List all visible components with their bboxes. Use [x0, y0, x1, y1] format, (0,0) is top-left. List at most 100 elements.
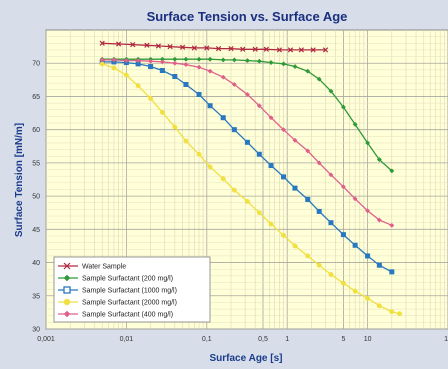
data-point-diamond-marker	[220, 74, 226, 80]
data-point-diamond-marker	[172, 60, 178, 66]
series-layer	[99, 40, 403, 317]
y-tick-label: 45	[32, 227, 40, 234]
data-point-diamond-marker	[244, 91, 250, 98]
data-point-diamond-marker	[148, 58, 154, 64]
y-tick-label: 30	[32, 327, 40, 334]
legend-box	[53, 256, 211, 323]
data-point-diamond-marker	[183, 61, 189, 68]
data-point-square-marker	[220, 115, 226, 121]
data-point-diamond-marker	[256, 103, 262, 109]
data-point-diamond-marker	[196, 64, 202, 70]
legend-entry: Sample Surfactant (400 mg/l)	[58, 310, 173, 319]
data-point-circle-marker	[123, 72, 129, 78]
data-point-square-marker	[340, 232, 346, 238]
y-tick-label: 50	[32, 194, 40, 201]
y-tick-label: 55	[32, 160, 40, 167]
y-tick-label: 40	[32, 260, 40, 267]
series-5	[99, 57, 395, 228]
data-point-circle-marker	[220, 176, 226, 182]
data-point-circle-marker	[183, 138, 189, 144]
data-point-diamond-marker	[376, 217, 382, 223]
data-point-diamond-marker	[376, 157, 382, 163]
data-point-diamond-marker	[196, 56, 202, 62]
x-tick-label: 5	[341, 336, 345, 343]
data-point-diamond-marker	[99, 57, 105, 63]
data-point-diamond-marker	[352, 196, 358, 202]
data-point-diamond-marker	[316, 160, 322, 166]
data-point-circle-marker	[207, 164, 213, 170]
data-point-diamond-marker	[328, 172, 334, 178]
legend-label: Sample Surfactant (2000 mg/l)	[82, 300, 177, 307]
data-point-diamond-marker	[268, 115, 274, 121]
data-point-x-marker	[240, 46, 246, 52]
legend-label: Sample Surfactant (200 mg/l)	[82, 276, 173, 283]
data-point-square-marker	[256, 151, 262, 157]
legend-label: Sample Surfactant (400 mg/l)	[82, 312, 173, 319]
data-point-x-marker	[287, 47, 294, 53]
data-point-circle-marker	[148, 95, 154, 101]
x-tick-label: 10	[444, 336, 448, 343]
data-point-diamond-marker	[292, 63, 298, 70]
data-point-x-marker	[298, 47, 304, 53]
data-point-diamond-marker	[340, 104, 346, 110]
x-tick-label: 0,001	[37, 336, 55, 343]
x-tick-label: 0,5	[258, 336, 268, 343]
y-tick-layer: 30 35 40 45 50 55 60 65 70	[32, 61, 40, 334]
data-point-diamond-marker	[111, 57, 117, 63]
data-point-diamond-marker	[305, 148, 311, 154]
data-point-diamond-marker	[135, 58, 141, 64]
data-point-x-marker	[63, 262, 71, 270]
legend: Water Sample Sample Surfactant (200 mg/l)…	[53, 256, 211, 323]
data-point-circle-marker	[268, 221, 274, 227]
data-point-square-marker	[196, 91, 202, 97]
data-point-square-marker	[172, 74, 178, 80]
x-tick-layer: 0,001 0,01 0,1 0,5 1 5 10 10	[37, 336, 448, 343]
legend-entry: Sample Surfactant (2000 mg/l)	[58, 298, 177, 307]
data-point-circle-marker	[135, 83, 141, 89]
data-point-diamond-marker	[207, 68, 213, 74]
data-point-square-marker	[281, 174, 287, 180]
data-point-square-marker	[389, 269, 395, 275]
data-point-x-marker	[204, 45, 210, 51]
data-point-diamond-marker	[389, 168, 395, 174]
legend-entry: Sample Surfactant (1000 mg/l)	[58, 286, 177, 295]
data-point-diamond-marker	[340, 184, 346, 190]
data-point-circle-marker	[256, 210, 262, 216]
legend-swatch-marker	[63, 286, 71, 294]
data-point-x-marker	[167, 43, 173, 50]
data-point-diamond-marker	[220, 57, 226, 63]
legend-entry: Sample Surfactant (200 mg/l)	[58, 274, 173, 283]
data-point-diamond-marker	[292, 137, 298, 143]
data-point-diamond-marker	[63, 274, 71, 282]
data-point-diamond-marker	[256, 58, 262, 64]
data-point-x-marker	[179, 44, 186, 50]
x-tick-label: 10	[364, 336, 372, 343]
legend-label: Water Sample	[82, 264, 126, 271]
data-point-x-marker	[228, 45, 234, 52]
data-point-circle-marker	[159, 109, 165, 115]
x-tick-label: 0,01	[120, 336, 134, 343]
data-point-square-marker	[376, 262, 382, 268]
data-point-square-marker	[207, 103, 213, 109]
data-point-square-marker	[328, 220, 334, 226]
data-point-circle-marker	[292, 243, 298, 249]
data-point-circle-marker	[172, 124, 178, 130]
data-point-square-marker	[268, 163, 274, 169]
data-point-diamond-marker	[268, 60, 274, 66]
data-point-diamond-marker	[389, 222, 395, 228]
data-point-circle-marker	[305, 253, 311, 259]
series-4	[99, 61, 403, 317]
data-point-diamond-marker	[63, 310, 71, 318]
x-tick-label: 1	[285, 336, 289, 343]
data-point-x-marker	[215, 45, 222, 52]
data-point-circle-marker	[281, 232, 286, 238]
data-point-square-marker	[244, 139, 250, 145]
data-point-diamond-marker	[159, 59, 165, 65]
data-point-circle-marker	[328, 272, 334, 277]
chart-title: Surface Tension vs. Surface Age	[147, 9, 348, 24]
data-point-diamond-marker	[231, 57, 237, 63]
y-axis-title: Surface Tension [mN/m]	[14, 123, 25, 237]
data-point-x-marker	[144, 42, 150, 48]
